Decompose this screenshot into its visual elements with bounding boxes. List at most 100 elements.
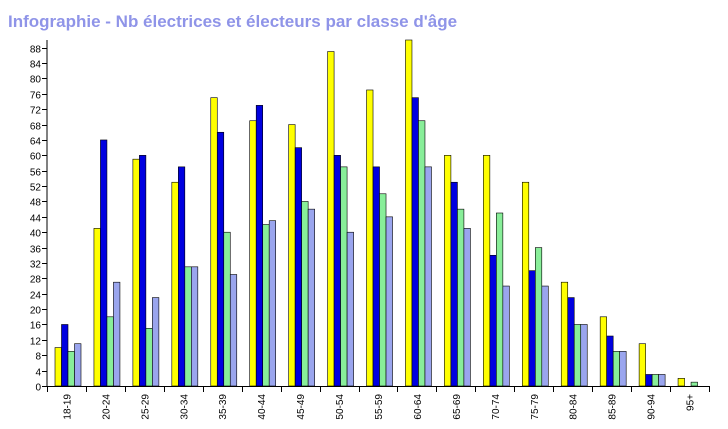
bar bbox=[418, 120, 426, 387]
bar bbox=[249, 120, 257, 387]
bar bbox=[366, 89, 374, 387]
bar bbox=[93, 228, 101, 387]
bar bbox=[268, 220, 277, 387]
x-tick-label: 18-19 bbox=[62, 394, 73, 420]
y-tick-label: 64 bbox=[30, 137, 42, 148]
bar bbox=[340, 166, 348, 387]
bar bbox=[534, 247, 543, 387]
bar bbox=[528, 270, 536, 387]
x-tick-label: 95+ bbox=[686, 394, 697, 411]
x-tick-label: 20-24 bbox=[101, 394, 112, 420]
y-tick-label: 16 bbox=[30, 321, 42, 332]
bar bbox=[229, 274, 238, 387]
y-tick-label: 28 bbox=[30, 275, 42, 286]
y-tick-label: 56 bbox=[30, 168, 42, 179]
x-tick-label: 40-44 bbox=[257, 394, 268, 420]
bar bbox=[67, 351, 75, 387]
bar bbox=[690, 381, 698, 387]
bar bbox=[424, 166, 432, 387]
bar bbox=[573, 324, 582, 387]
bar bbox=[106, 316, 114, 387]
bar bbox=[496, 212, 504, 387]
y-tick-label: 8 bbox=[35, 352, 41, 363]
x-tick-label: 55-59 bbox=[374, 394, 385, 420]
bar bbox=[385, 216, 393, 387]
x-tick-label: 80-84 bbox=[569, 394, 580, 420]
bar bbox=[444, 155, 452, 387]
bar bbox=[113, 281, 121, 387]
x-tick-label: 70-74 bbox=[491, 394, 502, 420]
chart-title: Infographie - Nb électrices et électeurs… bbox=[8, 12, 458, 31]
bar bbox=[560, 281, 569, 387]
y-tick-label: 20 bbox=[30, 306, 42, 317]
x-tick-label: 85-89 bbox=[608, 394, 619, 420]
bar bbox=[645, 374, 653, 387]
bar bbox=[210, 97, 218, 387]
x-tick-label: 75-79 bbox=[530, 394, 541, 420]
bar bbox=[606, 335, 614, 387]
y-tick-label: 48 bbox=[30, 198, 42, 209]
bar bbox=[171, 181, 179, 387]
bar bbox=[411, 97, 419, 387]
bar bbox=[132, 158, 140, 387]
bar bbox=[372, 166, 380, 387]
x-tick-label: 25-29 bbox=[140, 394, 151, 420]
bar bbox=[288, 124, 296, 387]
x-tick-label: 30-34 bbox=[179, 394, 190, 420]
bar bbox=[61, 324, 69, 387]
bar bbox=[54, 347, 62, 387]
y-tick-label: 44 bbox=[30, 214, 42, 225]
bar bbox=[463, 228, 471, 387]
bar bbox=[379, 193, 387, 387]
y-tick-label: 4 bbox=[35, 368, 41, 379]
y-tick-label: 80 bbox=[30, 75, 42, 86]
bar bbox=[152, 297, 160, 387]
bar bbox=[638, 343, 646, 387]
bar bbox=[580, 324, 588, 387]
bar bbox=[405, 39, 413, 387]
bar bbox=[216, 131, 225, 387]
y-tick-label: 84 bbox=[30, 60, 42, 71]
y-tick-label: 36 bbox=[30, 245, 42, 256]
y-tick-label: 40 bbox=[30, 229, 42, 240]
y-tick-label: 12 bbox=[30, 337, 42, 348]
bar bbox=[327, 51, 335, 387]
y-tick-label: 68 bbox=[30, 122, 42, 133]
bar bbox=[223, 231, 231, 387]
bar bbox=[521, 181, 530, 387]
bar bbox=[599, 316, 607, 387]
bar bbox=[541, 285, 549, 387]
bar bbox=[658, 374, 666, 387]
bar bbox=[262, 224, 270, 387]
bar bbox=[651, 374, 659, 387]
y-tick-label: 52 bbox=[30, 183, 42, 194]
y-tick-label: 88 bbox=[30, 45, 42, 56]
bar bbox=[619, 351, 627, 387]
bar bbox=[255, 105, 264, 387]
bar bbox=[100, 139, 108, 387]
x-tick-label: 50-54 bbox=[335, 394, 346, 420]
x-tick-label: 45-49 bbox=[296, 394, 307, 420]
bar bbox=[450, 181, 458, 387]
bar bbox=[145, 328, 153, 387]
bar bbox=[483, 155, 491, 387]
bar bbox=[346, 231, 354, 387]
bar bbox=[612, 351, 620, 387]
bar bbox=[294, 147, 302, 387]
bar bbox=[184, 266, 192, 387]
bar bbox=[301, 201, 309, 387]
bar bbox=[307, 208, 315, 387]
x-tick-label: 65-69 bbox=[452, 394, 463, 420]
bar bbox=[489, 254, 497, 387]
y-tick-label: 72 bbox=[30, 106, 42, 117]
bar bbox=[139, 155, 147, 387]
y-tick-label: 0 bbox=[35, 383, 41, 394]
bar bbox=[457, 208, 465, 387]
bar bbox=[178, 166, 186, 387]
x-tick-label: 60-64 bbox=[413, 394, 424, 420]
bar bbox=[74, 343, 82, 387]
bar bbox=[677, 378, 685, 387]
y-tick-label: 24 bbox=[30, 291, 42, 302]
